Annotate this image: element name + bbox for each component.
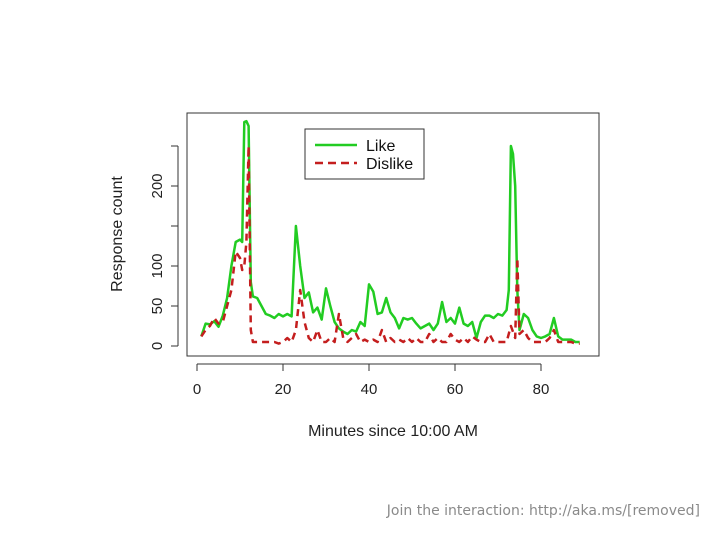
series-line-like	[200, 119, 580, 344]
y-tick-label: 50	[149, 298, 166, 315]
plot-frame	[186, 112, 600, 357]
y-axis: 0 50 100 200	[149, 145, 179, 350]
x-tick-label: 40	[361, 381, 378, 398]
legend-like-label: Like	[366, 138, 395, 155]
y-axis-title: Response count	[109, 176, 126, 292]
x-tick-label: 60	[447, 381, 464, 398]
y-tick-label: 100	[149, 253, 166, 278]
x-axis: 0 20 40 60 80	[193, 363, 550, 398]
x-tick-label: 80	[533, 381, 550, 398]
x-tick-label: 0	[193, 381, 201, 398]
x-axis-title: Minutes since 10:00 AM	[308, 423, 478, 440]
x-tick-label: 20	[275, 381, 292, 398]
series-line-dislike	[200, 144, 580, 345]
y-tick-label: 0	[149, 342, 166, 350]
y-tick-label: 200	[149, 173, 166, 198]
legend: Like Dislike	[304, 128, 425, 180]
series-layer	[200, 119, 580, 345]
legend-dislike-label: Dislike	[366, 156, 413, 173]
legend-box	[304, 128, 425, 180]
footer-text: Join the interaction: http://aka.ms/[rem…	[386, 503, 700, 519]
